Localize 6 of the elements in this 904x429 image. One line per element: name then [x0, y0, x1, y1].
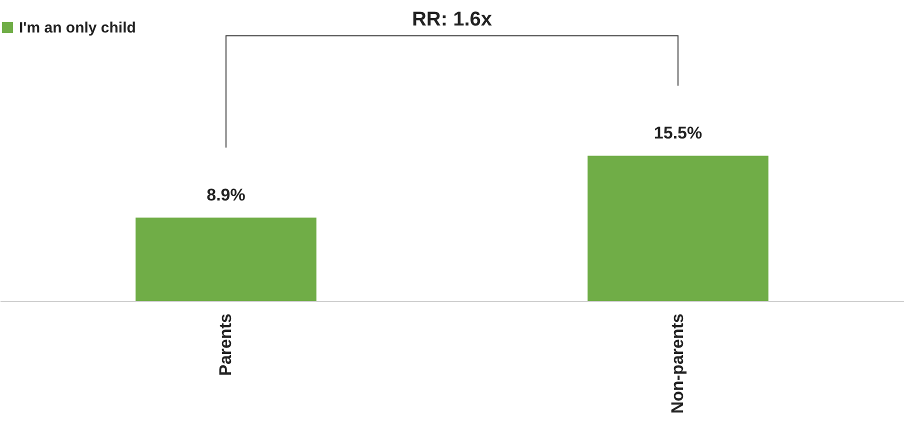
legend-label: I'm an only child [19, 20, 136, 36]
data-label: 15.5% [654, 124, 702, 143]
x-tick-label: Non-parents [668, 314, 687, 414]
x-tick-label: Parents [216, 314, 235, 376]
text: RR: 1.6x [412, 8, 492, 31]
data-label: 8.9% [206, 186, 246, 205]
